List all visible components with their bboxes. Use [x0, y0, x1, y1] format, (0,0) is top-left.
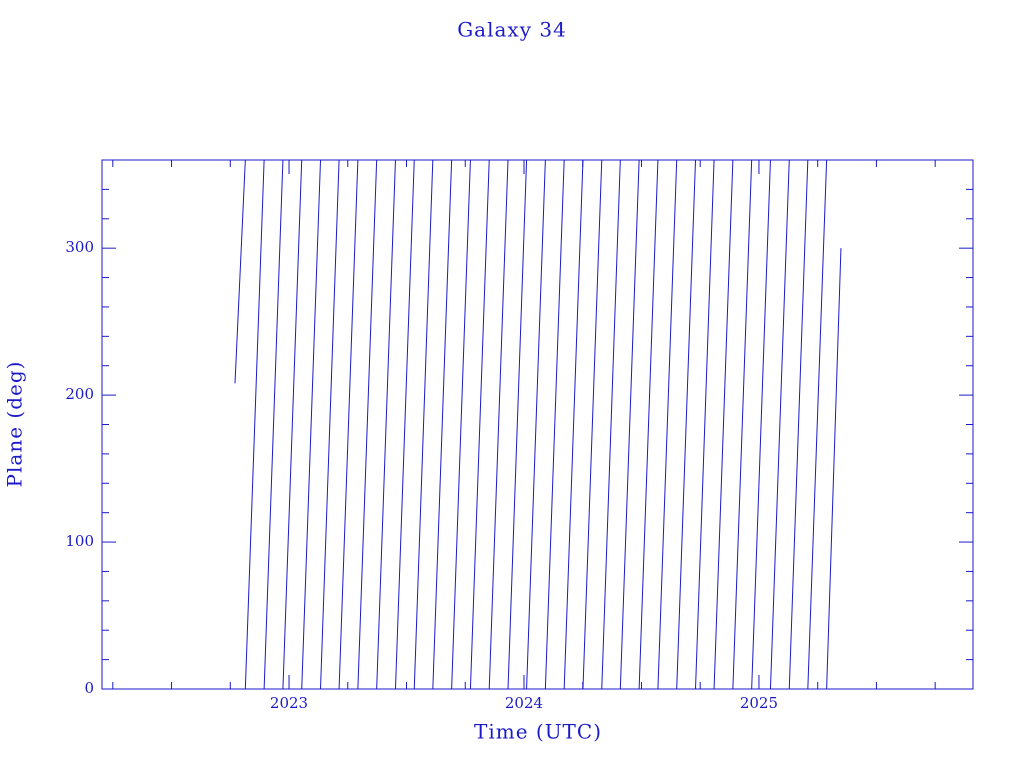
x-tick-label: 2023	[270, 694, 308, 712]
y-axis-label: Plane (deg)	[3, 361, 27, 488]
plot-frame	[101, 159, 974, 690]
y-tick-label: 0	[84, 679, 94, 697]
y-tick-label: 300	[65, 238, 94, 256]
y-tick-label: 100	[65, 532, 94, 550]
x-tick-label: 2024	[505, 694, 543, 712]
y-tick-label: 200	[65, 385, 94, 403]
x-tick-label: 2025	[740, 694, 778, 712]
chart-title: Galaxy 34	[457, 18, 567, 42]
data-line	[234, 159, 842, 690]
x-axis-label: Time (UTC)	[474, 720, 602, 744]
